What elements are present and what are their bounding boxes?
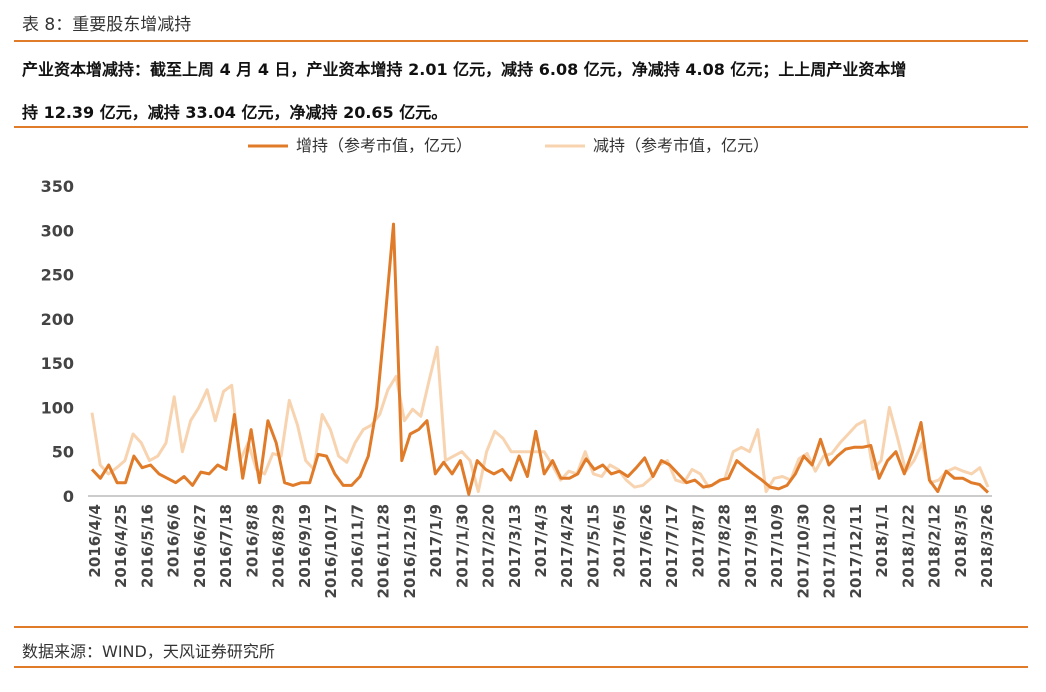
legend-label-decrease: 减持（参考市值，亿元） [593, 136, 769, 155]
x-tick-label: 2016/6/27 [191, 504, 209, 588]
lower-rule [14, 626, 1028, 628]
x-tick-label: 2017/2/20 [480, 504, 498, 588]
x-tick-label: 2016/11/7 [348, 504, 366, 588]
x-tick-label: 2017/8/28 [716, 504, 734, 588]
y-tick-label: 350 [41, 177, 74, 196]
x-tick-label: 2017/4/24 [558, 504, 576, 588]
x-tick-label: 2018/1/22 [899, 504, 917, 588]
summary-line-2: 持 12.39 亿元，减持 33.04 亿元，净减持 20.65 亿元。 [22, 103, 448, 122]
x-tick-label: 2017/11/20 [821, 504, 839, 598]
legend-label-increase: 增持（参考市值，亿元） [296, 136, 472, 155]
x-tick-label: 2017/5/15 [584, 504, 602, 588]
plot-area [90, 222, 990, 496]
x-tick-label: 2018/1/1 [873, 504, 891, 578]
x-tick-label: 2017/8/7 [689, 504, 707, 578]
x-tick-label: 2017/4/3 [532, 504, 550, 578]
y-tick-label: 300 [41, 221, 74, 240]
x-tick-label: 2017/6/26 [637, 504, 655, 588]
x-tick-label: 2018/3/26 [978, 504, 996, 588]
top-rule [14, 40, 1028, 42]
y-tick-label: 200 [41, 310, 74, 329]
x-tick-label: 2017/6/5 [611, 504, 629, 578]
x-tick-label: 2017/9/18 [742, 504, 760, 588]
y-tick-label: 50 [52, 443, 74, 462]
source-note: 数据来源：WIND，天风证券研究所 [22, 642, 275, 661]
x-tick-label: 2016/6/6 [165, 504, 183, 578]
x-tick-label: 2016/11/28 [375, 504, 393, 598]
y-axis: 350 300 250 200 150 100 50 0 [41, 177, 74, 506]
x-tick-label: 2016/5/16 [138, 504, 156, 588]
y-tick-label: 250 [41, 266, 74, 285]
table-caption: 表 8：重要股东增减持 [22, 15, 192, 35]
x-tick-label: 2016/12/19 [401, 504, 419, 598]
mid-rule [14, 126, 1028, 128]
x-tick-label: 2017/10/9 [768, 504, 786, 588]
x-tick-label: 2017/3/13 [506, 504, 524, 588]
x-tick-label: 2016/4/4 [86, 504, 104, 578]
summary-text: 产业资本增减持：截至上周 4 月 4 日，产业资本增持 2.01 亿元，减持 6… [22, 48, 1022, 134]
x-tick-label: 2016/10/17 [322, 504, 340, 598]
y-tick-label: 100 [41, 398, 74, 417]
x-tick-label: 2016/7/18 [217, 504, 235, 588]
bottom-rule [14, 666, 1028, 668]
x-axis: 2016/4/4 2016/4/25 2016/5/16 2016/6/6 2016/6… [86, 495, 996, 598]
x-tick-label: 2016/8/29 [270, 504, 288, 588]
x-tick-label: 2017/10/30 [794, 504, 812, 598]
x-tick-label: 2018/3/5 [952, 504, 970, 578]
x-tick-label: 2017/1/30 [453, 504, 471, 588]
x-tick-label: 2017/7/17 [663, 504, 681, 588]
x-tick-label: 2018/2/12 [926, 504, 944, 588]
summary-line-1: 产业资本增减持：截至上周 4 月 4 日，产业资本增持 2.01 亿元，减持 6… [22, 60, 907, 79]
x-tick-label: 2017/12/11 [847, 504, 865, 598]
x-tick-label: 2016/9/19 [296, 504, 314, 588]
y-tick-label: 0 [63, 487, 74, 506]
y-tick-label: 150 [41, 354, 74, 373]
x-tick-label: 2016/8/8 [243, 504, 261, 578]
legend: 增持（参考市值，亿元） 减持（参考市值，亿元） [248, 136, 769, 155]
x-tick-label: 2016/4/25 [112, 504, 130, 588]
series-line-increase [90, 222, 990, 496]
x-tick-label: 2017/1/9 [427, 504, 445, 578]
